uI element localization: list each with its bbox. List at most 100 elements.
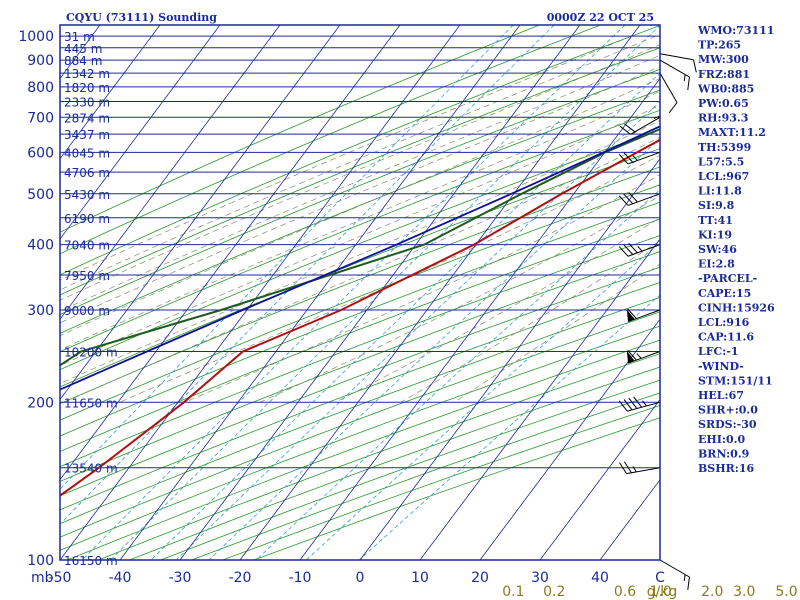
temperature-tick-label: 40 bbox=[591, 570, 609, 586]
height-labels: 16150 m 13540 m 11650 m 10200 m 9000 m 7950 m… bbox=[64, 30, 118, 568]
isotherm-line bbox=[0, 25, 40, 560]
temperature-tick-label: -10 bbox=[289, 570, 312, 586]
dry-adiabat-line bbox=[60, 184, 660, 421]
index-item: LCL:916 bbox=[698, 316, 750, 329]
background-lines bbox=[0, 25, 660, 560]
index-item: SHR+:0.0 bbox=[698, 404, 758, 417]
height-label: 31 m bbox=[64, 30, 95, 44]
isotherm-line bbox=[60, 25, 281, 320]
temperature-tick-label: -50 bbox=[49, 570, 72, 586]
pressure-axis-labels: 100 200 300 400 500 600 700 800 900 1000 mb bbox=[18, 29, 54, 586]
height-label: 4045 m bbox=[64, 146, 110, 160]
isotherm-line bbox=[239, 25, 641, 560]
wind-barb bbox=[659, 59, 690, 91]
height-label: 3437 m bbox=[64, 128, 110, 142]
height-label: 13540 m bbox=[64, 462, 118, 476]
index-item: LFC:-1 bbox=[698, 345, 739, 358]
moist-adiabat-line bbox=[60, 120, 660, 384]
isotherm-line bbox=[60, 25, 221, 240]
temperature-tick-label: 30 bbox=[531, 570, 549, 586]
index-item: EHI:0.0 bbox=[698, 433, 745, 446]
temperature-tick-label: -20 bbox=[229, 570, 252, 586]
wind-barb-full bbox=[627, 308, 637, 319]
wind-barb-half bbox=[642, 400, 647, 407]
index-item: CAP:11.6 bbox=[698, 331, 754, 344]
wind-barb-staff bbox=[659, 72, 678, 103]
pressure-tick-label: 900 bbox=[27, 53, 54, 69]
dry-adiabat-line bbox=[60, 25, 660, 276]
moist-adiabat-line bbox=[60, 78, 660, 337]
mixing-ratio-tick-label: 1.0 bbox=[650, 584, 672, 600]
wind-barb-staff bbox=[627, 401, 661, 412]
temperature-tick-label: -40 bbox=[109, 570, 132, 586]
index-item: BSHR:16 bbox=[698, 462, 754, 475]
index-item: -WIND- bbox=[698, 360, 744, 373]
dry-adiabat-line bbox=[60, 148, 660, 388]
wind-barb-half bbox=[632, 155, 638, 161]
mixing-ratio-tick-label: 0.6 bbox=[614, 584, 636, 600]
wind-barb-full bbox=[628, 192, 638, 203]
pressure-tick-label: 800 bbox=[27, 80, 54, 96]
wind-barb-staff bbox=[630, 116, 661, 135]
wind-barb-full bbox=[687, 576, 690, 590]
wind-barb-half bbox=[636, 353, 642, 359]
temperature-tick-label: C bbox=[655, 570, 665, 586]
isotherm-line bbox=[179, 25, 581, 560]
mixing-ratio-line bbox=[175, 101, 660, 560]
index-item: TP:265 bbox=[698, 39, 741, 52]
valid-time: 0000Z 22 OCT 25 bbox=[547, 11, 654, 24]
moist-adiabat-line bbox=[60, 104, 660, 367]
wind-barb-staff bbox=[627, 309, 661, 323]
height-label: 4706 m bbox=[64, 166, 110, 180]
wind-barb bbox=[618, 192, 661, 206]
temperature-tick-label: -30 bbox=[169, 570, 192, 586]
isotherm-line bbox=[119, 25, 521, 560]
wind-barb-full bbox=[623, 152, 634, 163]
height-label: 10200 m bbox=[64, 346, 118, 360]
pressure-tick-label: 700 bbox=[27, 110, 54, 126]
height-label: 16150 m bbox=[64, 554, 118, 568]
mixing-ratio-line bbox=[110, 25, 660, 560]
wind-barb-full bbox=[618, 195, 629, 206]
wind-barb-staff bbox=[659, 53, 694, 61]
isotherm-line bbox=[359, 158, 660, 560]
index-item: HEL:67 bbox=[698, 389, 744, 402]
isotherm-line bbox=[539, 398, 660, 560]
isotherm-line bbox=[60, 25, 341, 401]
wind-barb bbox=[626, 350, 661, 364]
dry-adiabat-line bbox=[60, 47, 660, 296]
index-item: RH:93.3 bbox=[698, 112, 748, 125]
index-item: LI:11.8 bbox=[698, 185, 742, 198]
wind-barb-staff bbox=[659, 59, 690, 78]
sounding-profiles bbox=[60, 125, 660, 497]
temperature-tick-label: 0 bbox=[356, 570, 365, 586]
mixing-ratio-tick-label: 2.0 bbox=[701, 584, 723, 600]
mixing-ratio-line bbox=[60, 25, 514, 490]
wind-barb bbox=[618, 396, 661, 412]
temperature-tick-label: 10 bbox=[411, 570, 429, 586]
temperature-profile-line bbox=[60, 138, 660, 497]
index-item: FRZ:881 bbox=[698, 68, 750, 81]
wind-barb-staff bbox=[626, 467, 661, 475]
index-item: TH:5399 bbox=[698, 141, 751, 154]
height-label: 445 m bbox=[64, 42, 102, 56]
mixing-ratio-tick-label: 0.1 bbox=[502, 584, 524, 600]
mixing-ratio-axis-labels: 0.10.20.61.02.03.05.010.020.040.0g/kg bbox=[502, 584, 797, 600]
dry-adiabat-line bbox=[60, 25, 540, 233]
wind-barb-half bbox=[683, 74, 686, 82]
wind-barb bbox=[659, 53, 697, 73]
wind-barb bbox=[619, 116, 661, 135]
isotherm-line bbox=[479, 318, 660, 560]
wind-barb-full bbox=[618, 400, 628, 412]
moist-adiabat-line bbox=[60, 54, 660, 312]
moist-adiabat-line bbox=[400, 240, 660, 403]
index-item: MW:300 bbox=[698, 53, 749, 66]
mixing-ratio-tick-label: 5.0 bbox=[775, 584, 797, 600]
temperature-axis-labels: -50 -40 -30 -20 -10 0 10 20 30 40 C bbox=[49, 570, 666, 586]
index-item: WB0:885 bbox=[697, 82, 754, 95]
isotherm-line bbox=[419, 238, 660, 560]
index-item: LCL:967 bbox=[698, 170, 749, 183]
height-label: 2330 m bbox=[64, 96, 110, 110]
dry-adiabat-line bbox=[60, 166, 660, 405]
